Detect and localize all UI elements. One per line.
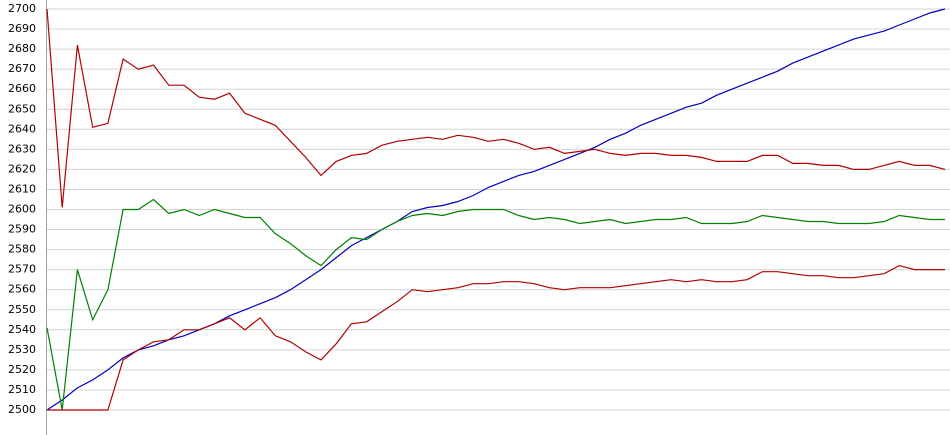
series-line [46, 8, 946, 411]
y-tick-label: 2630 [8, 142, 36, 155]
y-tick-label: 2670 [8, 62, 36, 75]
y-tick-label: 2560 [8, 283, 36, 296]
y-tick-label: 2570 [8, 263, 36, 276]
y-tick-label: 2700 [8, 2, 36, 15]
series-line [46, 8, 946, 208]
y-tick-label: 2540 [8, 323, 36, 336]
y-tick-label: 2500 [8, 403, 36, 416]
y-tick-label: 2550 [8, 303, 36, 316]
y-tick-label: 2690 [8, 22, 36, 35]
y-tick-label: 2660 [8, 82, 36, 95]
y-tick-label: 2620 [8, 162, 36, 175]
y-tick-label: 2530 [8, 343, 36, 356]
y-tick-label: 2650 [8, 102, 36, 115]
y-tick-label: 2600 [8, 203, 36, 216]
series-line [46, 198, 945, 411]
y-tick-label: 2640 [8, 122, 36, 135]
y-tick-label: 2610 [8, 182, 36, 195]
y-tick-label: 2580 [8, 243, 36, 256]
y-tick-label: 2680 [8, 42, 36, 55]
y-tick-label: 2520 [8, 363, 36, 376]
y-tick-label: 2590 [8, 223, 36, 236]
series-line [47, 264, 945, 411]
y-tick-label: 2510 [8, 383, 36, 396]
